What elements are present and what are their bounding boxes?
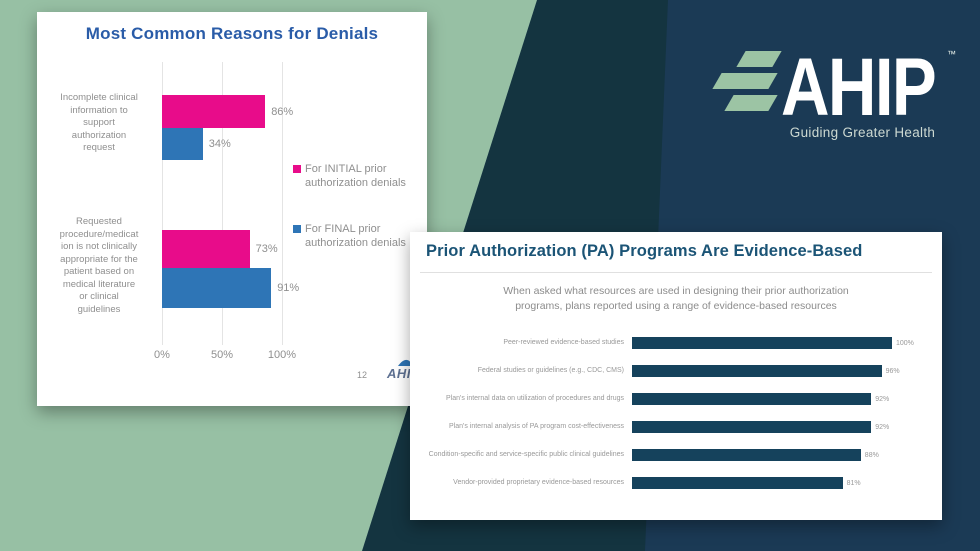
denials-slide-card: Most Common Reasons for Denials Incomple… [37,12,427,406]
resource-label: Peer-reviewed evidence-based studies [503,339,624,347]
resource-label: Plan's internal data on utilization of p… [445,395,624,403]
logo-stripe-icon [712,73,778,89]
bar-row-final-incomplete: 34% [162,128,282,160]
bar-row-initial-incomplete: 86% [162,95,293,128]
x-axis-tick-50: 50% [210,349,234,361]
resource-label: Plan's internal analysis of PA program c… [449,423,624,431]
resource-row: Federal studies or guidelines (e.g., CDC… [410,359,900,383]
resource-pct: 88% [864,451,879,459]
legend-item-initial: For INITIAL prior authorization denials [293,162,411,191]
resource-label: Condition-specific and service-specific … [428,451,624,459]
resource-row: Vendor-provided proprietary evidence-bas… [410,471,892,495]
category-label-incomplete-info: Incomplete clinical information to suppo… [60,92,138,154]
legend-swatch-blue [293,225,301,233]
bar-row-initial-not-appropriate: 73% [162,230,282,268]
ahip-wordmark: AHIP [781,42,937,133]
category-label-not-appropriate: Requested procedure/medicat ion is not c… [59,216,139,315]
denials-slide-title: Most Common Reasons for Denials [85,24,379,43]
resource-bar [632,477,843,489]
title-divider [420,272,932,273]
brand-tagline: Guiding Greater Health [789,125,936,140]
initial-denials-bar [162,95,266,128]
resource-pct: 100% [896,339,914,347]
value-label: 73% [255,243,278,255]
x-axis-tick-100: 100% [267,349,297,361]
trademark-symbol: ™ [947,49,956,59]
gridline-0 [162,62,163,345]
legend-label: For INITIAL prior authorization denials [305,163,406,190]
value-label: 91% [277,282,300,294]
resource-pct: 92% [875,395,890,403]
initial-denials-bar [162,230,250,268]
resource-row: Condition-specific and service-specific … [410,443,892,467]
page-number: 12 [357,370,368,380]
resource-row: Plan's internal data on utilization of p… [410,387,892,411]
resource-bar [632,337,892,349]
resource-pct: 96% [885,367,900,375]
legend-item-final: For FINAL prior authorization denials [293,222,411,251]
resource-label: Federal studies or guidelines (e.g., CDC… [477,367,624,375]
resource-pct: 81% [846,479,861,487]
legend-swatch-pink [293,165,301,173]
x-axis-tick-0: 0% [154,349,170,361]
value-label: 86% [271,105,294,118]
logo-stripe-icon [724,95,778,111]
resource-bar [632,365,882,377]
evidence-slide-card: Prior Authorization (PA) Programs Are Ev… [410,232,942,520]
resource-bar [632,421,872,433]
value-label: 34% [208,138,231,150]
legend-label: For FINAL prior authorization denials [305,223,406,250]
final-denials-bar [162,268,272,308]
resource-bar [632,393,872,405]
logo-stripe-icon [736,51,782,67]
evidence-slide-title: Prior Authorization (PA) Programs Are Ev… [426,242,863,260]
bar-row-final-not-appropriate: 91% [162,268,299,308]
gridline-50 [222,62,223,345]
resource-bar [632,449,861,461]
resource-row: Peer-reviewed evidence-based studies 100… [410,331,914,355]
gridline-100 [282,62,283,345]
evidence-slide-subtitle: When asked what resources are used in de… [503,285,849,313]
ahip-logo: AHIP ™ Guiding Greater Health [695,45,963,145]
resource-label: Vendor-provided proprietary evidence-bas… [453,479,624,487]
final-denials-bar [162,128,203,160]
resource-row: Plan's internal analysis of PA program c… [410,415,892,439]
resource-pct: 92% [875,423,890,431]
